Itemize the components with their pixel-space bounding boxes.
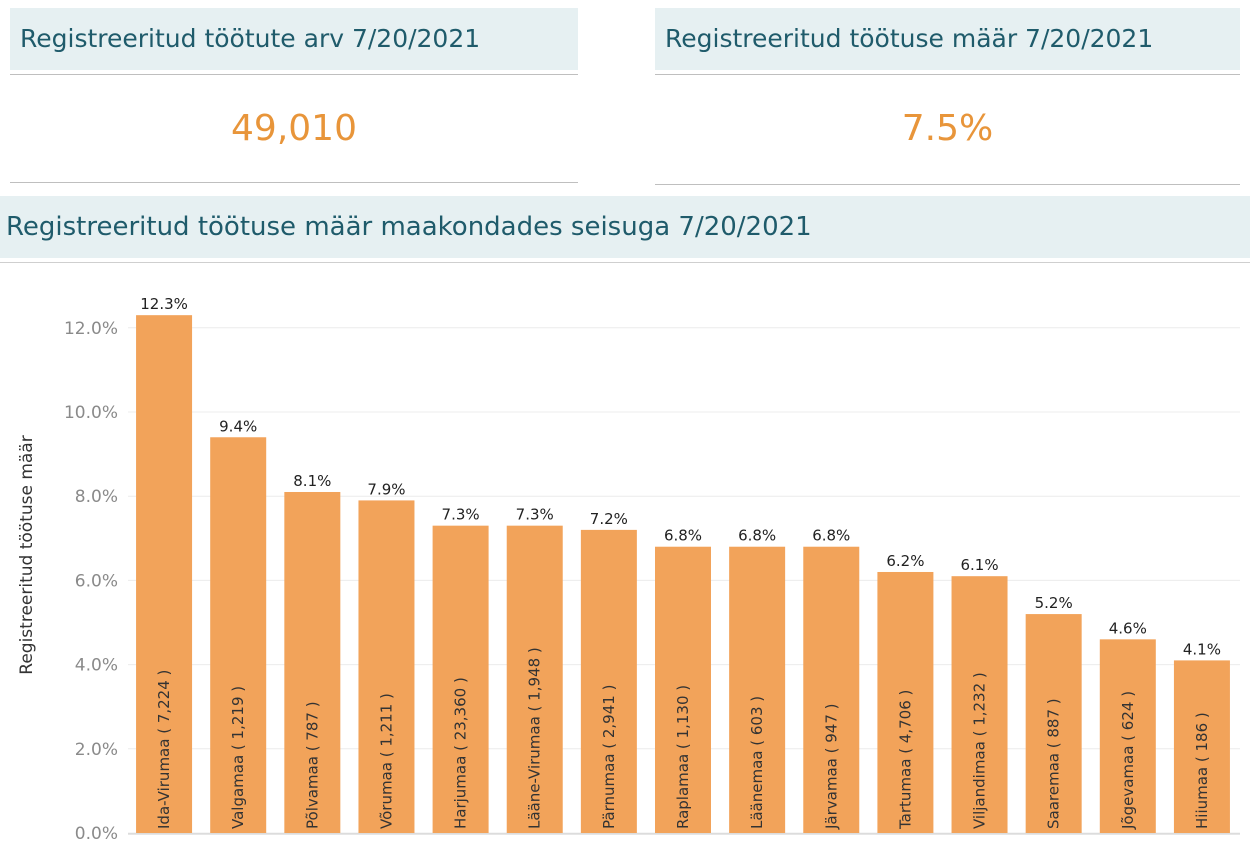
category-label: Viljandimaa ( 1,232 ) [971, 672, 989, 829]
bar-value-label: 4.1% [1183, 640, 1221, 658]
bar[interactable] [1025, 614, 1082, 833]
y-tick-label: 0.0% [75, 824, 118, 844]
bar[interactable] [803, 546, 860, 833]
bar[interactable] [1173, 660, 1230, 833]
bar[interactable] [432, 525, 489, 833]
chart-title: Registreeritud töötuse määr maakondades … [0, 196, 1250, 258]
kpi-unemployment-rate-title: Registreeritud töötuse määr 7/20/2021 [655, 8, 1240, 70]
category-label: Järvamaa ( 947 ) [822, 704, 840, 831]
bar[interactable] [506, 525, 563, 833]
bar-value-label: 12.3% [140, 295, 188, 313]
bar[interactable] [358, 500, 415, 833]
kpi-divider [10, 182, 578, 183]
bar-value-label: 6.8% [738, 527, 776, 545]
bar-value-label: 6.8% [812, 527, 850, 545]
chart-title-divider [0, 262, 1250, 263]
bar[interactable] [877, 571, 934, 833]
category-label: Läänemaa ( 603 ) [748, 696, 766, 829]
category-label: Võrumaa ( 1,211 ) [377, 693, 395, 829]
category-label: Ida-Virumaa ( 7,224 ) [155, 670, 173, 829]
category-label: Valgamaa ( 1,219 ) [229, 686, 247, 829]
bar-value-label: 9.4% [219, 417, 257, 435]
kpi-divider [10, 74, 578, 75]
y-tick-label: 2.0% [75, 740, 118, 760]
bar-value-label: 7.2% [590, 510, 628, 528]
category-label: Saaremaa ( 887 ) [1045, 698, 1063, 829]
bar-value-label: 4.6% [1109, 619, 1147, 637]
category-label: Tartumaa ( 4,706 ) [896, 690, 914, 830]
bar[interactable] [655, 546, 711, 833]
category-label: Lääne-Virumaa ( 1,948 ) [526, 647, 544, 829]
category-label: Harjumaa ( 23,360 ) [452, 677, 470, 829]
category-label: Jõgevamaa ( 624 ) [1119, 691, 1137, 830]
bar[interactable] [210, 437, 267, 833]
y-tick-label: 4.0% [75, 656, 118, 676]
bar-value-label: 6.2% [886, 552, 924, 570]
category-label: Raplamaa ( 1,130 ) [674, 685, 692, 829]
category-label: Põlvamaa ( 787 ) [303, 701, 321, 829]
bar[interactable] [729, 546, 786, 833]
bar-value-label: 5.2% [1035, 594, 1073, 612]
category-label: Pärnumaa ( 2,941 ) [600, 685, 618, 829]
kpi-unemployed-count-value: 49,010 [231, 108, 357, 149]
category-label: Hiiumaa ( 186 ) [1193, 712, 1211, 829]
bar-value-label: 8.1% [293, 472, 331, 490]
y-tick-label: 12.0% [64, 319, 118, 339]
kpi-divider [655, 74, 1240, 75]
bar-value-label: 7.3% [516, 506, 554, 524]
y-tick-label: 6.0% [75, 571, 118, 591]
y-tick-label: 8.0% [75, 487, 118, 507]
bar[interactable] [1099, 639, 1156, 833]
y-tick-label: 10.0% [64, 403, 118, 423]
y-axis-label: Registreeritud töötuse määr [17, 435, 37, 674]
bars: 12.3% Ida-Virumaa ( 7,224 ) 9.4% Valgamaa (… [136, 295, 1230, 833]
bar-value-label: 7.3% [442, 506, 480, 524]
bar-value-label: 6.8% [664, 527, 702, 545]
bar-chart: 0.0% 2.0% 4.0% 6.0% 8.0% 10.0% 12.0% 12.3% Ida-… [17, 295, 1240, 844]
kpi-unemployment-rate-value: 7.5% [901, 108, 994, 149]
bar[interactable] [136, 315, 193, 833]
bar[interactable] [951, 576, 1008, 833]
y-axis: 0.0% 2.0% 4.0% 6.0% 8.0% 10.0% 12.0% [64, 319, 1240, 844]
bar-value-label: 7.9% [367, 480, 405, 498]
kpi-divider [655, 184, 1240, 185]
bar[interactable] [580, 529, 637, 833]
kpi-unemployed-count-title: Registreeritud töötute arv 7/20/2021 [10, 8, 578, 70]
bar[interactable] [284, 491, 341, 833]
bar-value-label: 6.1% [960, 556, 998, 574]
